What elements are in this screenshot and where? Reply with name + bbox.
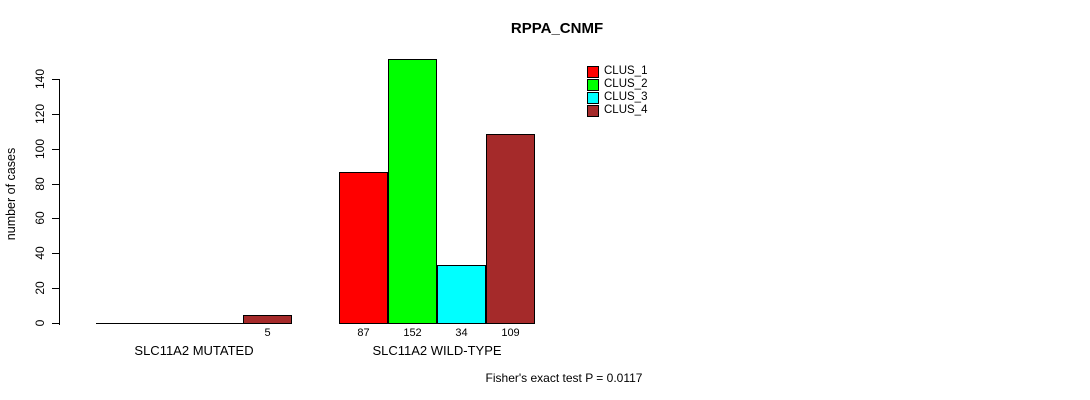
bar-value-label: 34 (455, 327, 468, 339)
legend-item-label: CLUS_1 (604, 65, 648, 77)
legend-item-label: CLUS_2 (604, 78, 648, 90)
bar (243, 315, 292, 324)
legend-item: CLUS_4 (587, 104, 647, 117)
legend-color-swatch (587, 91, 599, 104)
y-axis-tick-label: 140 (33, 68, 47, 90)
y-axis-tick-label: 0 (33, 319, 47, 327)
y-axis-tick-mark (52, 114, 59, 115)
bar-zero-height (145, 323, 194, 324)
legend-item-label: CLUS_4 (604, 104, 648, 116)
legend-item: CLUS_2 (587, 78, 647, 91)
y-axis-tick-label: 40 (33, 246, 47, 260)
bar-value-label: 109 (501, 327, 520, 339)
bar-value-label: 5 (264, 327, 271, 339)
y-axis-tick-label: 60 (33, 211, 47, 225)
y-axis-tick-label: 20 (33, 281, 47, 295)
x-category-label: SLC11A2 WILD-TYPE (372, 343, 502, 358)
bar-zero-height (96, 323, 145, 324)
y-axis-tick-mark (52, 288, 59, 289)
y-axis-tick-label: 100 (33, 138, 47, 160)
y-axis-tick-mark (52, 253, 59, 254)
legend-color-swatch (587, 78, 599, 91)
legend-color-swatch (587, 104, 599, 117)
legend: CLUS_1 CLUS_2 CLUS_3 CLUS_4 (587, 65, 647, 117)
y-axis-tick-mark (52, 323, 59, 324)
legend-item: CLUS_1 (587, 65, 647, 78)
bar (388, 59, 437, 324)
legend-item: CLUS_3 (587, 91, 647, 104)
chart-title: RPPA_CNMF (510, 20, 604, 37)
y-axis-tick-mark (52, 184, 59, 185)
bar (486, 134, 535, 324)
x-category-label: SLC11A2 MUTATED (134, 343, 254, 358)
legend-item-label: CLUS_3 (604, 91, 648, 103)
y-axis-label: number of cases (4, 147, 18, 241)
annotation-fishers-test: Fisher's exact test P = 0.0117 (485, 371, 643, 385)
y-axis-tick-mark (52, 218, 59, 219)
bar (437, 265, 486, 324)
bar-zero-height (194, 323, 243, 324)
y-axis-tick-mark (52, 149, 59, 150)
y-axis-line (59, 79, 60, 325)
y-axis-tick-mark (52, 79, 59, 80)
bar-value-label: 87 (357, 327, 370, 339)
y-axis-tick-label: 80 (33, 177, 47, 191)
bar (339, 172, 388, 324)
y-axis-tick-label: 120 (33, 103, 47, 125)
legend-color-swatch (587, 65, 599, 78)
bar-value-label: 152 (403, 327, 422, 339)
